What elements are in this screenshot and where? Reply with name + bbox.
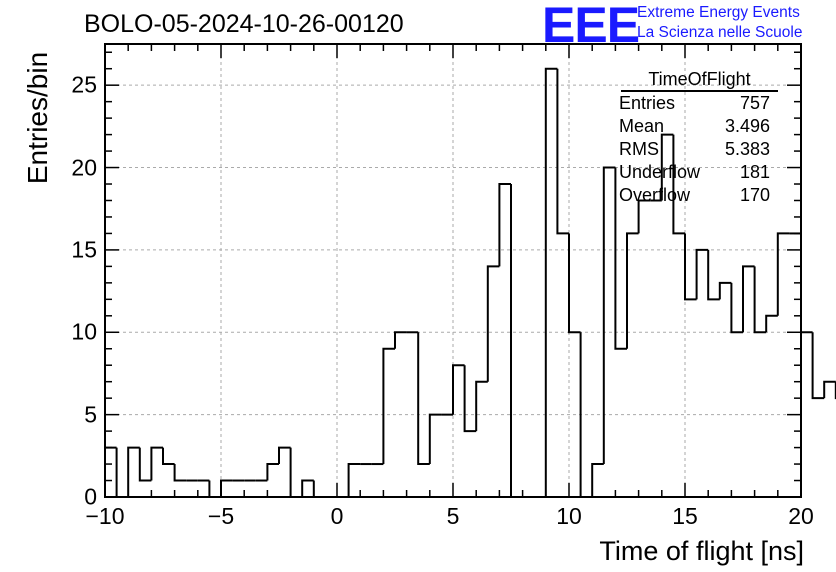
- histogram-bin: [568, 233, 581, 334]
- histogram-bin: [301, 479, 314, 497]
- histogram-bin: [382, 347, 395, 465]
- histogram-bin: [208, 480, 221, 498]
- logo-line-1: Extreme Energy Events: [637, 4, 800, 21]
- histogram-bin: [498, 183, 511, 267]
- histogram-bin: [556, 68, 569, 235]
- x-tick-label: 0: [330, 503, 344, 529]
- histogram-bin: [486, 265, 500, 382]
- y-tick-label: 25: [71, 71, 97, 98]
- stats-box: TimeOfFlight Entries 757 Mean 3.496 RMS …: [611, 68, 778, 207]
- histogram-bin: [104, 446, 117, 497]
- histogram-bin: [602, 166, 616, 465]
- stats-row-overflow: Overflow 170: [611, 184, 778, 207]
- eee-logo: EEE: [542, 0, 640, 53]
- x-tick-label: −5: [207, 503, 235, 529]
- histogram-bin: [684, 233, 697, 301]
- stats-value: 170: [739, 185, 770, 205]
- stats-label: RMS: [619, 139, 659, 159]
- stats-value: 181: [739, 162, 770, 182]
- histogram-bin: [544, 67, 558, 497]
- x-tick-label: 10: [556, 503, 582, 529]
- histogram-bin: [510, 184, 523, 498]
- stats-row-mean: Mean 3.496: [611, 115, 778, 138]
- histogram-bin: [220, 479, 233, 497]
- histogram-bin: [800, 233, 813, 334]
- logo-caption: Extreme Energy Events La Scienza nelle S…: [637, 3, 802, 43]
- histogram-bin: [626, 232, 639, 349]
- stats-value: 3.496: [724, 116, 770, 136]
- histogram-bin: [289, 447, 303, 498]
- histogram-bin: [765, 314, 778, 333]
- histogram-bin: [162, 447, 175, 466]
- histogram-bin: [614, 167, 627, 350]
- histogram-bin: [452, 364, 465, 415]
- histogram-bin: [591, 463, 604, 497]
- histogram-bin: [637, 199, 651, 234]
- histogram-bin: [138, 447, 152, 482]
- stats-row-underflow: Underflow 181: [611, 161, 778, 184]
- histogram-bin: [475, 380, 488, 432]
- logo-line-2: La Scienza nelle Scuole: [637, 24, 803, 41]
- histogram-bin: [707, 249, 720, 301]
- x-tick-label: 20: [788, 503, 814, 529]
- y-axis-label: Entries/bin: [22, 51, 53, 185]
- stats-label: Underflow: [619, 162, 701, 182]
- x-axis-label: Time of flight [ns]: [599, 536, 804, 566]
- y-tick-label: 5: [84, 401, 97, 428]
- x-tick-label: −10: [85, 503, 125, 529]
- x-tick-label: 15: [672, 503, 698, 529]
- stats-value: 5.383: [724, 139, 770, 159]
- histogram-bin: [312, 480, 326, 498]
- histogram-bin: [173, 464, 187, 482]
- histogram-bin: [730, 282, 743, 334]
- histogram-bin: [278, 446, 291, 465]
- stats-row-entries: Entries 757: [611, 92, 778, 115]
- histogram-bin: [150, 446, 163, 481]
- y-tick-label: 0: [84, 483, 97, 510]
- histogram-bin: [811, 332, 825, 400]
- histogram-bin: [428, 413, 442, 465]
- histogram-bin: [742, 265, 755, 333]
- histogram-bin: [718, 281, 732, 300]
- stats-title: TimeOfFlight: [621, 68, 778, 92]
- y-tick-label: 15: [71, 236, 97, 263]
- stats-label: Overflow: [619, 185, 691, 205]
- histogram-bin: [463, 365, 477, 433]
- y-tick-label: 10: [71, 318, 97, 345]
- histogram-bin: [753, 266, 767, 334]
- stats-value: 757: [739, 93, 770, 113]
- stats-label: Mean: [619, 116, 665, 136]
- stats-row-rms: RMS 5.383: [611, 138, 778, 161]
- axis-ticks: [104, 44, 802, 498]
- histogram-bin: [127, 446, 140, 497]
- histogram-bin: [417, 332, 430, 466]
- x-tick-label: 5: [446, 503, 460, 529]
- stats-label: Entries: [619, 93, 676, 113]
- histogram-bin: [115, 447, 129, 498]
- histogram-bin: [672, 134, 685, 235]
- histogram-bin: [660, 133, 674, 201]
- histogram-bin: [695, 248, 709, 300]
- y-tick-label: 20: [71, 154, 97, 181]
- histogram-bin: [776, 232, 790, 316]
- histogram-bin: [347, 463, 361, 497]
- histogram-bin: [266, 463, 279, 481]
- histogram-bin: [823, 380, 836, 399]
- histogram-bin: [394, 331, 407, 349]
- chart-title: BOLO-05-2024-10-26-00120: [84, 10, 404, 38]
